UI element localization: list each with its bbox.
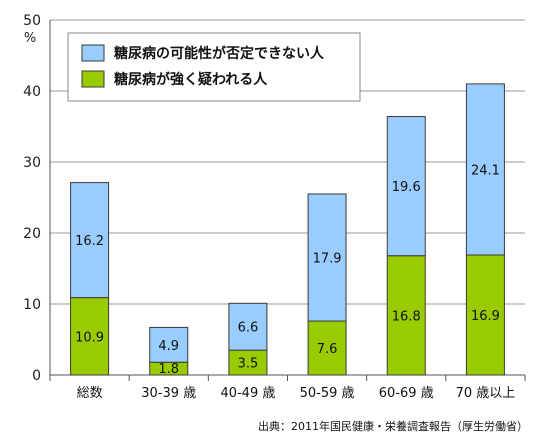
legend-label: 糖尿病が強く疑われる人 bbox=[114, 71, 268, 88]
legend-box bbox=[68, 33, 360, 101]
x-tick-label: 50-59 歳 bbox=[300, 386, 355, 401]
y-tick-label: 10 bbox=[23, 297, 41, 313]
data-label: 7.6 bbox=[317, 342, 338, 357]
data-label: 24.1 bbox=[471, 163, 500, 178]
x-tick-label: 60-69 歳 bbox=[379, 386, 434, 401]
x-tick-label: 70 歳以上 bbox=[456, 386, 516, 401]
data-label: 16.2 bbox=[75, 234, 104, 249]
data-label: 17.9 bbox=[313, 251, 342, 266]
data-label: 16.8 bbox=[392, 309, 421, 324]
data-label: 3.5 bbox=[238, 357, 259, 372]
y-tick-label: 40 bbox=[23, 84, 41, 100]
y-tick-label: 50 bbox=[23, 13, 41, 29]
legend-label: 糖尿病の可能性が否定できない人 bbox=[114, 45, 325, 62]
legend-swatch bbox=[82, 45, 104, 61]
x-tick-label: 40-49 歳 bbox=[220, 386, 275, 401]
y-tick-label: 30 bbox=[23, 155, 41, 171]
data-label: 10.9 bbox=[75, 330, 104, 345]
y-tick-label: 0 bbox=[32, 368, 41, 384]
data-label: 1.8 bbox=[158, 362, 179, 377]
y-axis-unit: % bbox=[24, 31, 36, 46]
data-label: 16.9 bbox=[471, 309, 500, 324]
source-note: 出典：2011年国民健康・栄養調査報告（厚生労働省） bbox=[258, 418, 528, 434]
data-label: 6.6 bbox=[238, 321, 259, 336]
y-tick-label: 20 bbox=[23, 226, 41, 242]
x-tick-label: 総数 bbox=[77, 386, 103, 401]
data-label: 4.9 bbox=[158, 339, 179, 354]
legend-swatch bbox=[82, 71, 104, 87]
x-tick-label: 30-39 歳 bbox=[141, 386, 196, 401]
data-label: 19.6 bbox=[392, 180, 421, 195]
